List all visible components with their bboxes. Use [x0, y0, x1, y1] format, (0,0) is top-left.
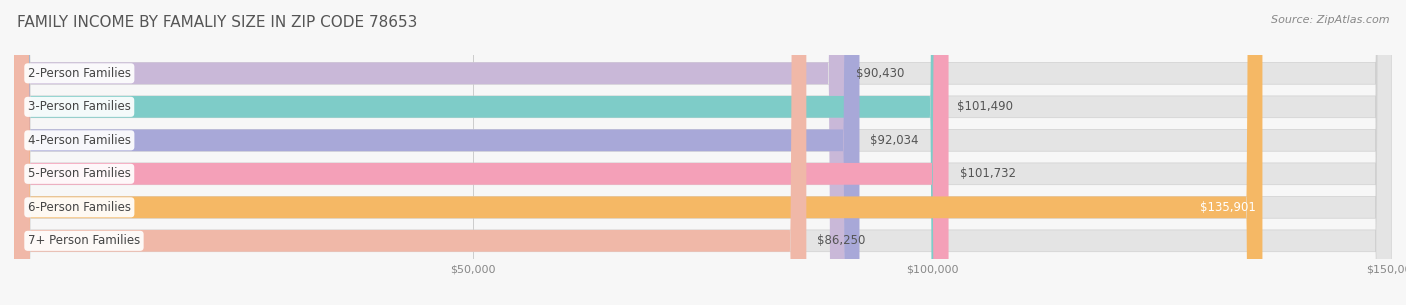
Text: $101,732: $101,732	[959, 167, 1015, 180]
FancyBboxPatch shape	[14, 0, 845, 305]
Text: 5-Person Families: 5-Person Families	[28, 167, 131, 180]
Text: $135,901: $135,901	[1199, 201, 1256, 214]
FancyBboxPatch shape	[14, 0, 1392, 305]
Text: $101,490: $101,490	[957, 100, 1014, 113]
FancyBboxPatch shape	[14, 0, 1263, 305]
Text: 6-Person Families: 6-Person Families	[28, 201, 131, 214]
Text: $86,250: $86,250	[817, 234, 866, 247]
FancyBboxPatch shape	[14, 0, 1392, 305]
Text: $90,430: $90,430	[856, 67, 904, 80]
FancyBboxPatch shape	[14, 0, 1392, 305]
Text: 7+ Person Families: 7+ Person Families	[28, 234, 141, 247]
Text: 3-Person Families: 3-Person Families	[28, 100, 131, 113]
Text: FAMILY INCOME BY FAMALIY SIZE IN ZIP CODE 78653: FAMILY INCOME BY FAMALIY SIZE IN ZIP COD…	[17, 15, 418, 30]
Text: Source: ZipAtlas.com: Source: ZipAtlas.com	[1271, 15, 1389, 25]
FancyBboxPatch shape	[14, 0, 1392, 305]
Text: 2-Person Families: 2-Person Families	[28, 67, 131, 80]
Text: 4-Person Families: 4-Person Families	[28, 134, 131, 147]
FancyBboxPatch shape	[14, 0, 946, 305]
FancyBboxPatch shape	[14, 0, 1392, 305]
FancyBboxPatch shape	[14, 0, 1392, 305]
FancyBboxPatch shape	[14, 0, 807, 305]
Text: $92,034: $92,034	[870, 134, 920, 147]
FancyBboxPatch shape	[14, 0, 949, 305]
FancyBboxPatch shape	[14, 0, 859, 305]
